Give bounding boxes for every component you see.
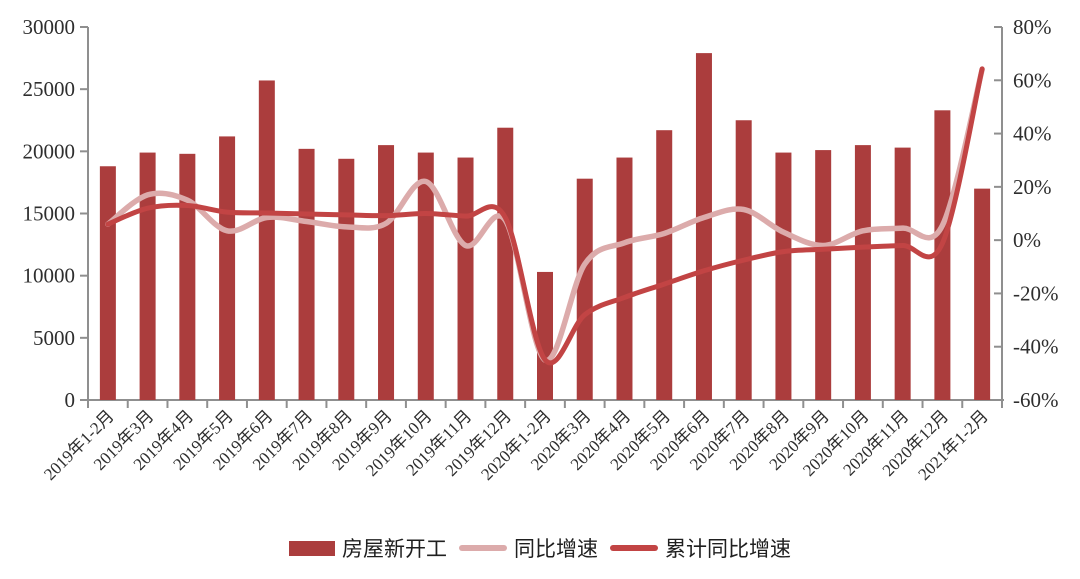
left-axis-tick-label: 30000 bbox=[23, 15, 76, 39]
legend-item-new-starts: 房屋新开工 bbox=[289, 533, 447, 563]
right-axis-tick-label: -60% bbox=[1013, 388, 1059, 412]
bar-new-starts bbox=[497, 127, 514, 401]
legend-label-cumulative-growth: 累计同比增速 bbox=[665, 537, 791, 561]
bar-new-starts bbox=[934, 110, 951, 400]
bar-new-starts bbox=[854, 145, 871, 400]
legend-swatch-cumulative-line bbox=[610, 545, 658, 551]
legend-swatch-yoy-line bbox=[459, 545, 507, 551]
bar-new-starts bbox=[656, 130, 673, 401]
left-axis-tick-label: 15000 bbox=[23, 202, 76, 226]
bar-new-starts bbox=[378, 145, 395, 400]
legend-item-yoy-growth: 同比增速 bbox=[459, 533, 598, 563]
legend-item-cumulative-growth: 累计同比增速 bbox=[610, 533, 791, 563]
bar-new-starts bbox=[775, 152, 792, 400]
bar-new-starts bbox=[974, 188, 991, 400]
chart-legend: 房屋新开工 同比增速 累计同比增速 bbox=[0, 533, 1080, 563]
bar-new-starts bbox=[616, 157, 633, 400]
bar-new-starts bbox=[298, 148, 315, 400]
bar-new-starts bbox=[99, 166, 116, 400]
bar-new-starts bbox=[695, 53, 712, 401]
bar-new-starts bbox=[219, 136, 236, 400]
cumulative-growth-line bbox=[105, 66, 985, 366]
right-axis-tick-label: -20% bbox=[1013, 281, 1059, 305]
bar-new-starts bbox=[537, 271, 553, 400]
right-axis-tick-label: 0% bbox=[1013, 228, 1041, 252]
legend-label-yoy-growth: 同比增速 bbox=[514, 537, 598, 561]
legend-swatch-bar bbox=[289, 540, 335, 556]
bar-new-starts bbox=[576, 178, 593, 400]
left-axis-tick-label: 10000 bbox=[23, 264, 76, 288]
right-axis-tick-label: -40% bbox=[1013, 335, 1059, 359]
bar-new-starts bbox=[258, 80, 275, 401]
left-axis-tick-label: 0 bbox=[65, 388, 76, 412]
right-axis-tick-label: 20% bbox=[1013, 175, 1052, 199]
left-axis-tick-label: 5000 bbox=[33, 326, 75, 350]
bar-new-starts bbox=[179, 153, 196, 400]
left-axis-tick-label: 20000 bbox=[23, 139, 76, 163]
bar-new-starts bbox=[338, 158, 355, 400]
legend-label-new-starts: 房屋新开工 bbox=[342, 537, 447, 561]
right-axis-tick-label: 60% bbox=[1013, 68, 1052, 92]
right-axis-tick-label: 80% bbox=[1013, 15, 1052, 39]
right-axis-tick-label: 40% bbox=[1013, 122, 1052, 146]
bar-new-starts bbox=[815, 150, 832, 400]
bar-new-starts bbox=[894, 147, 911, 400]
left-axis-tick-label: 25000 bbox=[23, 77, 76, 101]
bar-new-starts bbox=[457, 157, 474, 400]
bar-new-starts bbox=[139, 152, 156, 400]
